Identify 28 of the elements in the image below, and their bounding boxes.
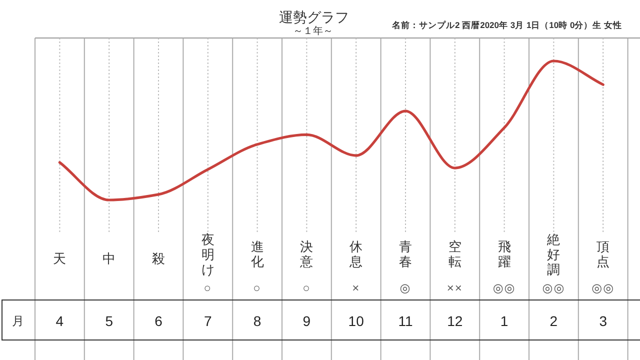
text: 月 xyxy=(12,314,24,328)
x-tick-label: 8 xyxy=(253,313,262,329)
x-tick-label: 4 xyxy=(56,313,64,329)
text: 絶好調 ◎◎ xyxy=(542,232,566,295)
text: 夜明け ○ xyxy=(201,232,214,295)
text: 飛躍 ◎◎ xyxy=(492,239,516,295)
text: 決意 ○ xyxy=(299,239,314,295)
x-tick-label: 6 xyxy=(154,313,163,329)
text: 天 xyxy=(53,251,66,266)
text: 進化 ○ xyxy=(250,239,264,295)
x-tick-label: 10 xyxy=(348,313,364,329)
text: 休息 × xyxy=(348,239,363,295)
text: 頂点 ◎◎ xyxy=(592,239,615,295)
text: 殺 xyxy=(152,251,165,266)
chart-subtitle: ～１年～ xyxy=(293,25,333,37)
text: 空転 ×× xyxy=(446,239,463,295)
x-tick-label: 11 xyxy=(398,313,413,329)
x-tick-label: 7 xyxy=(204,313,212,329)
chart-title: 運勢グラフ xyxy=(279,10,349,26)
x-tick-label: 5 xyxy=(105,313,114,329)
text: 中 xyxy=(102,251,116,266)
x-tick-label: 9 xyxy=(302,313,311,329)
text: 名前：サンプル2 西暦2020年 3月 1日（10時 0分）生 女性 xyxy=(391,20,622,30)
x-tick-label: 2 xyxy=(550,313,558,329)
x-tick-label: 3 xyxy=(599,313,608,329)
x-tick-label: 1 xyxy=(500,313,508,329)
x-tick-label: 12 xyxy=(447,313,463,329)
text: 青春 ◎ xyxy=(399,239,412,295)
